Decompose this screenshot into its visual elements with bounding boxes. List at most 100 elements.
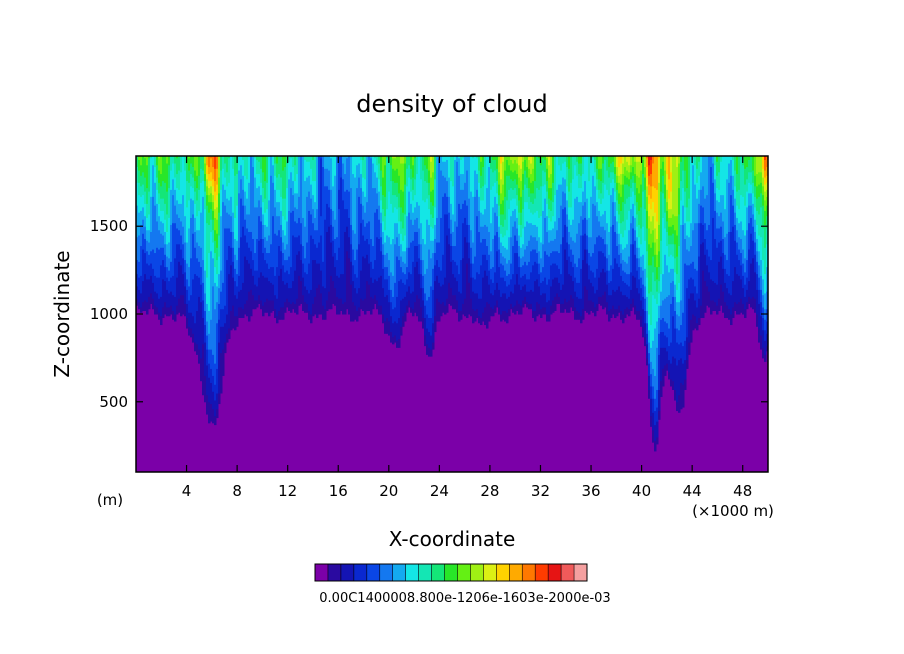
field-cell (764, 340, 767, 355)
field-cell (302, 263, 305, 278)
field-cell (746, 166, 749, 180)
field-cell (644, 336, 647, 347)
field-cell (288, 161, 291, 180)
field-cell (166, 266, 169, 278)
field-cell (204, 292, 207, 311)
field-cell (184, 259, 187, 273)
field-cell (530, 192, 533, 203)
field-cell (484, 306, 487, 326)
field-cell (532, 264, 535, 292)
field-cell (458, 203, 461, 275)
field-cell (504, 292, 507, 311)
field-cell (582, 308, 585, 320)
field-cell (476, 215, 479, 273)
field-cell (502, 213, 505, 227)
field-cell (388, 301, 391, 322)
field-cell (160, 247, 163, 266)
field-cell (424, 292, 427, 306)
field-cell (264, 301, 267, 313)
field-cell (550, 210, 553, 222)
field-cell (762, 259, 765, 280)
field-cell (462, 303, 465, 315)
field-cell (492, 185, 495, 208)
field-cell (528, 303, 531, 310)
field-cell (664, 364, 667, 376)
field-cell (622, 184, 625, 203)
field-cell (384, 196, 387, 217)
field-cell (140, 292, 143, 308)
field-cell (328, 170, 331, 190)
field-cell (700, 222, 703, 245)
field-cell (188, 227, 191, 268)
field-cell (426, 182, 429, 199)
field-cell (418, 273, 421, 299)
field-cell (526, 278, 529, 292)
field-cell (684, 222, 687, 240)
field-cell (608, 231, 611, 255)
field-cell (642, 173, 645, 192)
field-cell (676, 215, 679, 236)
field-cell (540, 282, 543, 296)
field-cell (330, 208, 333, 225)
field-cell (688, 278, 691, 299)
field-cell (246, 242, 249, 261)
field-cell (720, 212, 723, 227)
field-cell (296, 156, 299, 175)
field-cell (340, 177, 343, 275)
field-cell (392, 322, 395, 338)
field-cell (144, 226, 147, 240)
field-cell (210, 208, 213, 220)
field-cell (208, 180, 211, 189)
field-cell (174, 205, 177, 224)
field-cell (430, 240, 433, 259)
field-cell (482, 156, 485, 168)
field-cell (394, 282, 397, 308)
field-cell (678, 213, 681, 247)
field-cell (600, 180, 603, 194)
field-cell (658, 156, 661, 159)
field-cell (148, 156, 151, 159)
field-cell (232, 305, 235, 329)
field-cell (212, 166, 215, 180)
field-cell (190, 156, 193, 164)
field-cell (452, 231, 455, 247)
field-cell (452, 213, 455, 232)
field-cell (666, 264, 669, 297)
field-cell (460, 259, 463, 294)
field-cell (476, 308, 479, 319)
field-cell (534, 261, 537, 282)
field-cell (550, 264, 553, 287)
field-cell (242, 156, 245, 161)
field-cell (272, 299, 275, 311)
field-cell (676, 401, 679, 412)
field-cell (566, 242, 569, 261)
field-cell (588, 156, 591, 182)
field-cell (444, 177, 447, 194)
field-cell (496, 203, 499, 217)
field-cell (688, 342, 691, 355)
field-cell (204, 156, 207, 164)
field-cell (620, 233, 623, 245)
field-cell (488, 254, 491, 271)
field-cell (616, 210, 619, 222)
field-cell (646, 357, 649, 366)
field-cell (218, 319, 221, 343)
field-cell (638, 210, 641, 225)
field-cell (508, 156, 511, 166)
field-cell (600, 226, 603, 238)
field-cell (628, 164, 631, 173)
field-cell (530, 289, 533, 304)
field-cell (758, 171, 761, 185)
field-cell (362, 177, 365, 192)
field-cell (746, 289, 749, 303)
field-cell (188, 157, 191, 171)
field-cell (376, 192, 379, 210)
field-cell (728, 163, 731, 183)
field-cell (494, 156, 497, 161)
field-cell (636, 310, 639, 320)
field-cell (138, 289, 141, 303)
field-cell (272, 164, 275, 183)
field-cell (606, 189, 609, 224)
field-cell (540, 215, 543, 243)
field-cell (508, 189, 511, 210)
